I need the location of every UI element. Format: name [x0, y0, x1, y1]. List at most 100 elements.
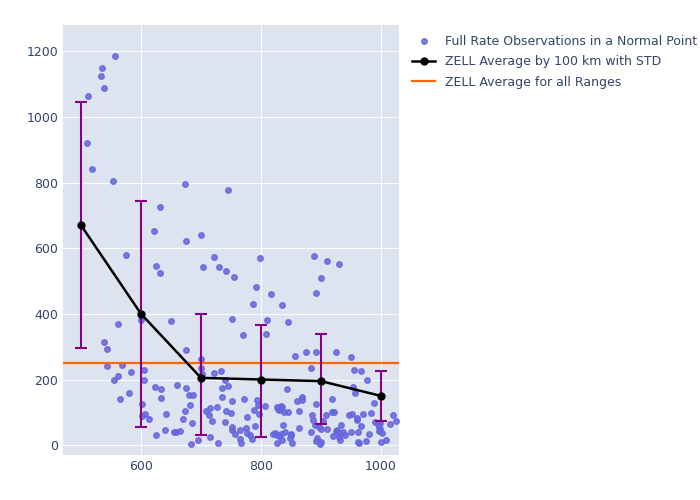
- Full Rate Observations in a Normal Point: [321, 425, 332, 433]
- Full Rate Observations in a Normal Point: [114, 394, 125, 402]
- Line: ZELL Average by 100 km with STD: ZELL Average by 100 km with STD: [78, 222, 384, 400]
- Full Rate Observations in a Normal Point: [150, 382, 161, 390]
- Full Rate Observations in a Normal Point: [102, 362, 113, 370]
- Full Rate Observations in a Normal Point: [123, 389, 134, 397]
- Full Rate Observations in a Normal Point: [381, 436, 392, 444]
- Full Rate Observations in a Normal Point: [253, 401, 264, 409]
- ZELL Average by 100 km with STD: [77, 222, 85, 228]
- Full Rate Observations in a Normal Point: [326, 408, 337, 416]
- Full Rate Observations in a Normal Point: [352, 428, 363, 436]
- Full Rate Observations in a Normal Point: [108, 178, 119, 186]
- Full Rate Observations in a Normal Point: [220, 268, 232, 276]
- Full Rate Observations in a Normal Point: [98, 84, 109, 92]
- Full Rate Observations in a Normal Point: [223, 382, 234, 390]
- Full Rate Observations in a Normal Point: [374, 420, 386, 428]
- Full Rate Observations in a Normal Point: [248, 406, 259, 414]
- Full Rate Observations in a Normal Point: [226, 426, 237, 434]
- Full Rate Observations in a Normal Point: [272, 405, 284, 413]
- Full Rate Observations in a Normal Point: [335, 421, 346, 429]
- Full Rate Observations in a Normal Point: [195, 364, 206, 372]
- Full Rate Observations in a Normal Point: [315, 424, 326, 432]
- Full Rate Observations in a Normal Point: [181, 384, 192, 392]
- Full Rate Observations in a Normal Point: [136, 412, 148, 420]
- Full Rate Observations in a Normal Point: [374, 423, 385, 431]
- Full Rate Observations in a Normal Point: [310, 348, 321, 356]
- Full Rate Observations in a Normal Point: [195, 356, 206, 364]
- Full Rate Observations in a Normal Point: [192, 436, 203, 444]
- Full Rate Observations in a Normal Point: [306, 411, 317, 419]
- ZELL Average by 100 km with STD: [136, 311, 145, 317]
- Full Rate Observations in a Normal Point: [219, 418, 230, 426]
- Full Rate Observations in a Normal Point: [352, 438, 363, 446]
- Full Rate Observations in a Normal Point: [220, 407, 231, 415]
- Full Rate Observations in a Normal Point: [234, 426, 246, 434]
- Full Rate Observations in a Normal Point: [374, 425, 386, 433]
- Full Rate Observations in a Normal Point: [95, 72, 106, 80]
- Full Rate Observations in a Normal Point: [155, 394, 167, 402]
- Full Rate Observations in a Normal Point: [98, 338, 109, 345]
- Full Rate Observations in a Normal Point: [237, 331, 248, 339]
- Full Rate Observations in a Normal Point: [234, 435, 246, 443]
- Full Rate Observations in a Normal Point: [337, 428, 349, 436]
- Full Rate Observations in a Normal Point: [82, 140, 93, 147]
- Full Rate Observations in a Normal Point: [197, 262, 209, 270]
- Full Rate Observations in a Normal Point: [343, 411, 354, 419]
- Full Rate Observations in a Normal Point: [239, 395, 250, 403]
- Full Rate Observations in a Normal Point: [335, 436, 346, 444]
- Full Rate Observations in a Normal Point: [117, 362, 128, 370]
- Full Rate Observations in a Normal Point: [222, 186, 233, 194]
- Full Rate Observations in a Normal Point: [250, 284, 261, 292]
- Full Rate Observations in a Normal Point: [102, 345, 113, 353]
- Full Rate Observations in a Normal Point: [155, 384, 167, 392]
- Full Rate Observations in a Normal Point: [364, 430, 375, 438]
- Full Rate Observations in a Normal Point: [196, 370, 207, 378]
- Full Rate Observations in a Normal Point: [186, 440, 197, 448]
- Full Rate Observations in a Normal Point: [276, 403, 288, 411]
- Full Rate Observations in a Normal Point: [346, 354, 357, 362]
- Full Rate Observations in a Normal Point: [179, 180, 190, 188]
- Full Rate Observations in a Normal Point: [376, 429, 387, 437]
- Full Rate Observations in a Normal Point: [328, 432, 339, 440]
- Full Rate Observations in a Normal Point: [339, 431, 350, 439]
- ZELL Average by 100 km with STD: [377, 393, 385, 399]
- ZELL Average by 100 km with STD: [317, 378, 326, 384]
- Full Rate Observations in a Normal Point: [209, 253, 220, 261]
- Full Rate Observations in a Normal Point: [271, 432, 282, 440]
- Full Rate Observations in a Normal Point: [321, 257, 332, 265]
- Full Rate Observations in a Normal Point: [120, 250, 132, 258]
- Full Rate Observations in a Normal Point: [240, 424, 251, 432]
- Full Rate Observations in a Normal Point: [310, 400, 321, 407]
- Full Rate Observations in a Normal Point: [216, 384, 228, 392]
- Full Rate Observations in a Normal Point: [183, 391, 195, 399]
- Full Rate Observations in a Normal Point: [277, 421, 288, 429]
- Full Rate Observations in a Normal Point: [160, 410, 172, 418]
- Full Rate Observations in a Normal Point: [228, 273, 239, 281]
- Full Rate Observations in a Normal Point: [208, 368, 219, 376]
- Full Rate Observations in a Normal Point: [227, 315, 238, 323]
- Full Rate Observations in a Normal Point: [275, 402, 286, 409]
- Full Rate Observations in a Normal Point: [150, 431, 162, 439]
- Full Rate Observations in a Normal Point: [219, 376, 230, 384]
- Full Rate Observations in a Normal Point: [293, 407, 304, 415]
- Full Rate Observations in a Normal Point: [283, 408, 294, 416]
- Full Rate Observations in a Normal Point: [140, 410, 151, 418]
- Full Rate Observations in a Normal Point: [241, 429, 252, 437]
- Full Rate Observations in a Normal Point: [155, 268, 166, 276]
- Full Rate Observations in a Normal Point: [349, 390, 360, 398]
- Full Rate Observations in a Normal Point: [276, 436, 288, 444]
- Full Rate Observations in a Normal Point: [138, 366, 149, 374]
- Full Rate Observations in a Normal Point: [168, 428, 179, 436]
- Full Rate Observations in a Normal Point: [96, 64, 107, 72]
- Full Rate Observations in a Normal Point: [109, 52, 120, 60]
- Full Rate Observations in a Normal Point: [179, 407, 190, 415]
- Full Rate Observations in a Normal Point: [144, 416, 155, 424]
- Full Rate Observations in a Normal Point: [226, 397, 237, 405]
- Full Rate Observations in a Normal Point: [200, 408, 211, 416]
- Full Rate Observations in a Normal Point: [260, 330, 272, 338]
- Full Rate Observations in a Normal Point: [374, 427, 385, 435]
- Full Rate Observations in a Normal Point: [349, 366, 360, 374]
- Full Rate Observations in a Normal Point: [260, 402, 271, 410]
- Full Rate Observations in a Normal Point: [160, 426, 171, 434]
- Full Rate Observations in a Normal Point: [330, 348, 342, 356]
- Full Rate Observations in a Normal Point: [251, 396, 262, 404]
